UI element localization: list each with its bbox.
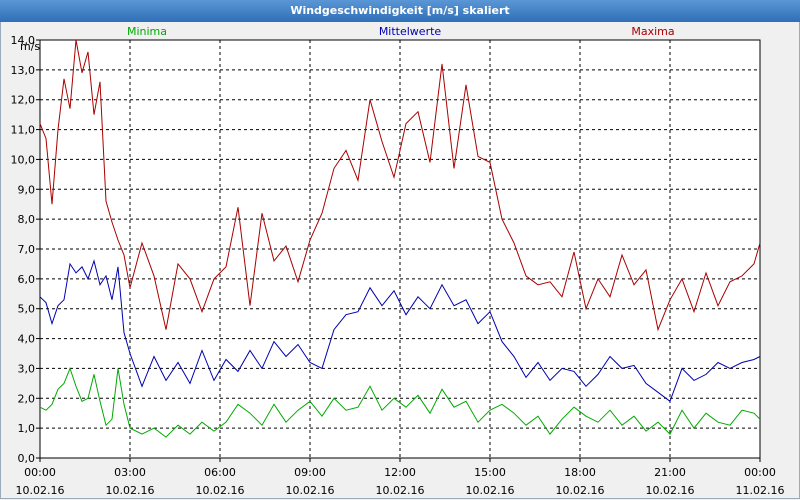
legend: Minima Mittelwerte Maxima	[127, 25, 675, 38]
x-tick-time: 09:00	[294, 466, 326, 479]
y-tick-label: 2,0	[18, 392, 36, 405]
series-lines	[39, 39, 761, 438]
x-tick-date: 10.02.16	[376, 484, 425, 497]
y-tick-label: 10,0	[11, 153, 36, 166]
x-tick-date: 10.02.16	[286, 484, 335, 497]
y-tick-label: 13,0	[11, 64, 36, 77]
series-line-minima	[39, 366, 761, 438]
y-tick-label: 1,0	[18, 422, 36, 435]
legend-entry: Mittelwerte	[379, 25, 442, 38]
y-axis-ticks: 0,0 1,0 2,0 3,0 4,0 5,0 6,0 7,0 8,0 9,0 10,0 11,0 12…	[11, 34, 40, 465]
series-line-mittelwerte	[39, 259, 761, 403]
y-tick-label: 4,0	[18, 333, 36, 346]
y-tick-label: 9,0	[18, 183, 36, 196]
x-tick-date: 10.02.16	[196, 484, 245, 497]
x-tick-date: 10.02.16	[16, 484, 65, 497]
x-tick-date: 10.02.16	[106, 484, 155, 497]
x-tick-time: 21:00	[654, 466, 686, 479]
legend-entry: Minima	[127, 25, 167, 38]
y-axis-label: m/s	[20, 40, 40, 53]
x-tick-date: 11.02.16	[736, 484, 785, 497]
y-tick-label: 6,0	[18, 273, 36, 286]
x-tick-time: 15:00	[474, 466, 506, 479]
x-tick-time: 12:00	[384, 466, 416, 479]
x-axis-ticks: 00:00 10.02.16 03:00 10.02.16 06:00 10.02.16 0…	[16, 458, 785, 497]
x-tick-time: 18:00	[564, 466, 596, 479]
y-tick-label: 11,0	[11, 124, 36, 137]
x-tick-time: 00:00	[744, 466, 776, 479]
x-tick-time: 03:00	[114, 466, 146, 479]
y-tick-label: 12,0	[11, 94, 36, 107]
grid-lines	[40, 40, 760, 458]
x-tick-time: 00:00	[24, 466, 56, 479]
y-tick-label: 14,0	[11, 34, 36, 47]
x-tick-date: 10.02.16	[466, 484, 515, 497]
legend-entry: Maxima	[631, 25, 674, 38]
x-tick-date: 10.02.16	[646, 484, 695, 497]
x-tick-date: 10.02.16	[556, 484, 605, 497]
x-tick-time: 06:00	[204, 466, 236, 479]
y-tick-label: 0,0	[18, 452, 36, 465]
y-tick-label: 3,0	[18, 362, 36, 375]
y-tick-label: 5,0	[18, 303, 36, 316]
y-tick-label: 7,0	[18, 243, 36, 256]
y-tick-label: 8,0	[18, 213, 36, 226]
series-line-maxima	[39, 39, 761, 332]
